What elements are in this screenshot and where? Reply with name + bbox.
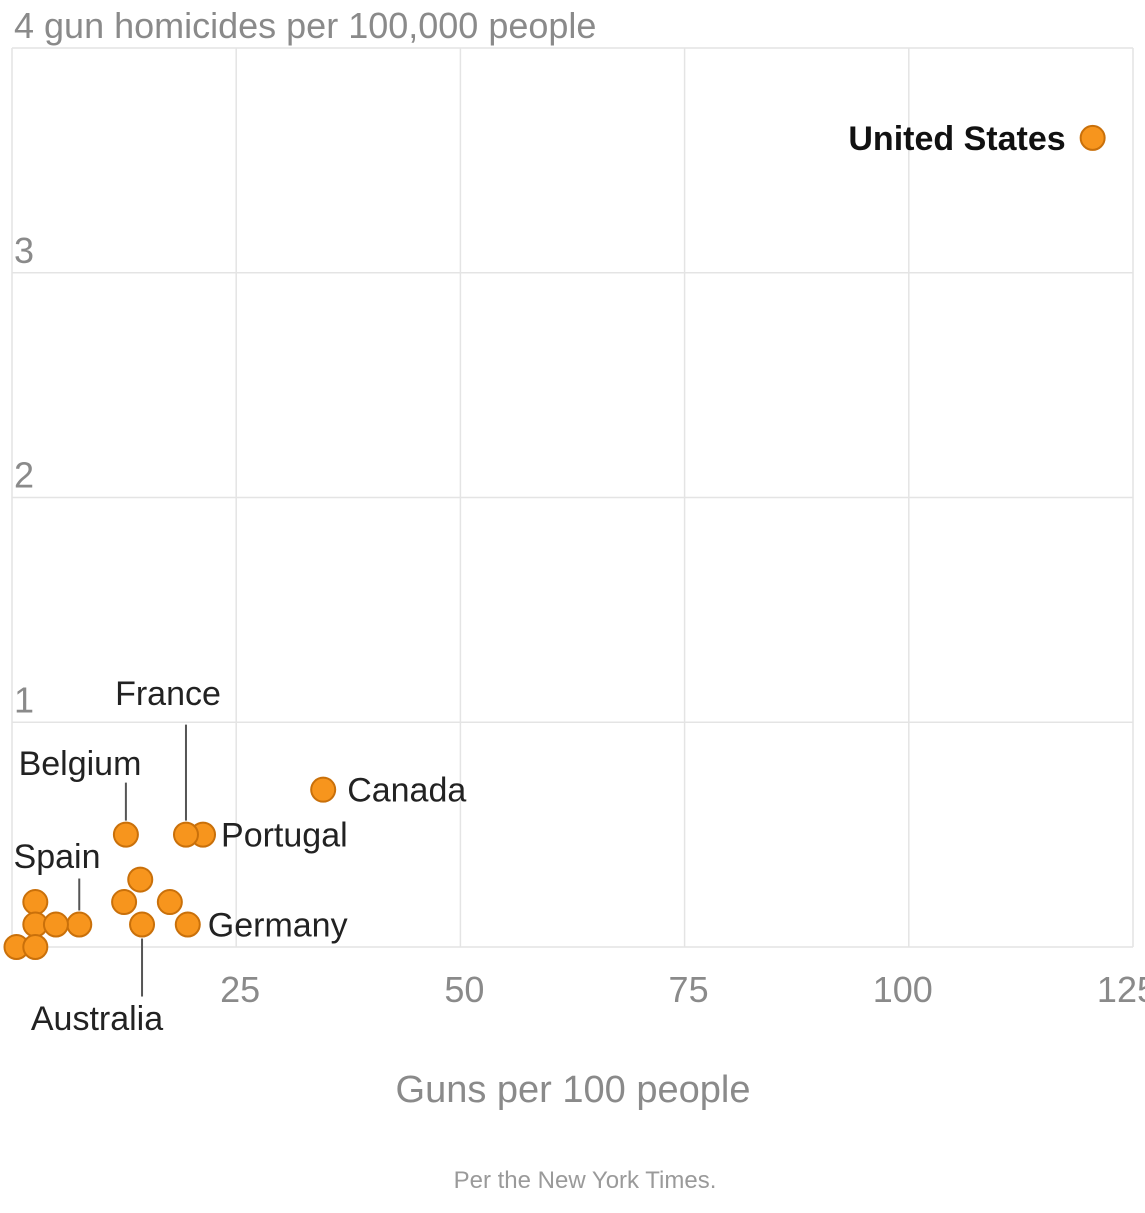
label-australia: Australia [31, 1000, 163, 1038]
y-tick-label: 4 gun homicides per 100,000 people [14, 5, 596, 46]
y-tick-label: 2 [14, 455, 34, 496]
y-tick-label: 3 [14, 230, 34, 271]
x-tick-label: 125 [1097, 969, 1145, 1010]
label-germany: Germany [208, 907, 348, 945]
point-spain [66, 911, 93, 938]
point [156, 889, 183, 916]
x-axis-title: Guns per 100 people [396, 1069, 751, 1111]
y-tick-label: 1 [14, 679, 34, 720]
x-tick-label: 100 [873, 969, 933, 1010]
point-united-states [1079, 124, 1106, 151]
data-points [3, 124, 1106, 960]
gridlines [11, 47, 1134, 948]
x-axis-ticks: 25 50 75 100 125 [220, 969, 1145, 1010]
x-tick-label: 25 [220, 969, 260, 1010]
label-canada: Canada [347, 772, 466, 810]
x-tick-label: 50 [444, 969, 484, 1010]
label-belgium: Belgium [19, 745, 142, 783]
point [111, 889, 138, 916]
point-australia [129, 911, 156, 938]
label-spain: Spain [14, 838, 101, 876]
point [42, 911, 69, 938]
x-tick-label: 75 [669, 969, 709, 1010]
point [127, 866, 154, 893]
point-germany [174, 911, 201, 938]
point [22, 934, 49, 960]
point-belgium [112, 821, 139, 848]
point-canada [310, 776, 337, 803]
y-axis-ticks: 1 2 3 4 gun homicides per 100,000 people [14, 5, 596, 720]
point-france [172, 821, 199, 848]
label-leader-lines [78, 724, 187, 997]
label-france: France [115, 675, 221, 713]
label-portugal: Portugal [221, 817, 348, 855]
label-united-states: United States [848, 120, 1065, 158]
point-labels: United States Canada Portugal France Belgium… [14, 120, 1066, 1038]
point [22, 889, 49, 916]
source-note: Per the New York Times. [454, 1167, 717, 1194]
